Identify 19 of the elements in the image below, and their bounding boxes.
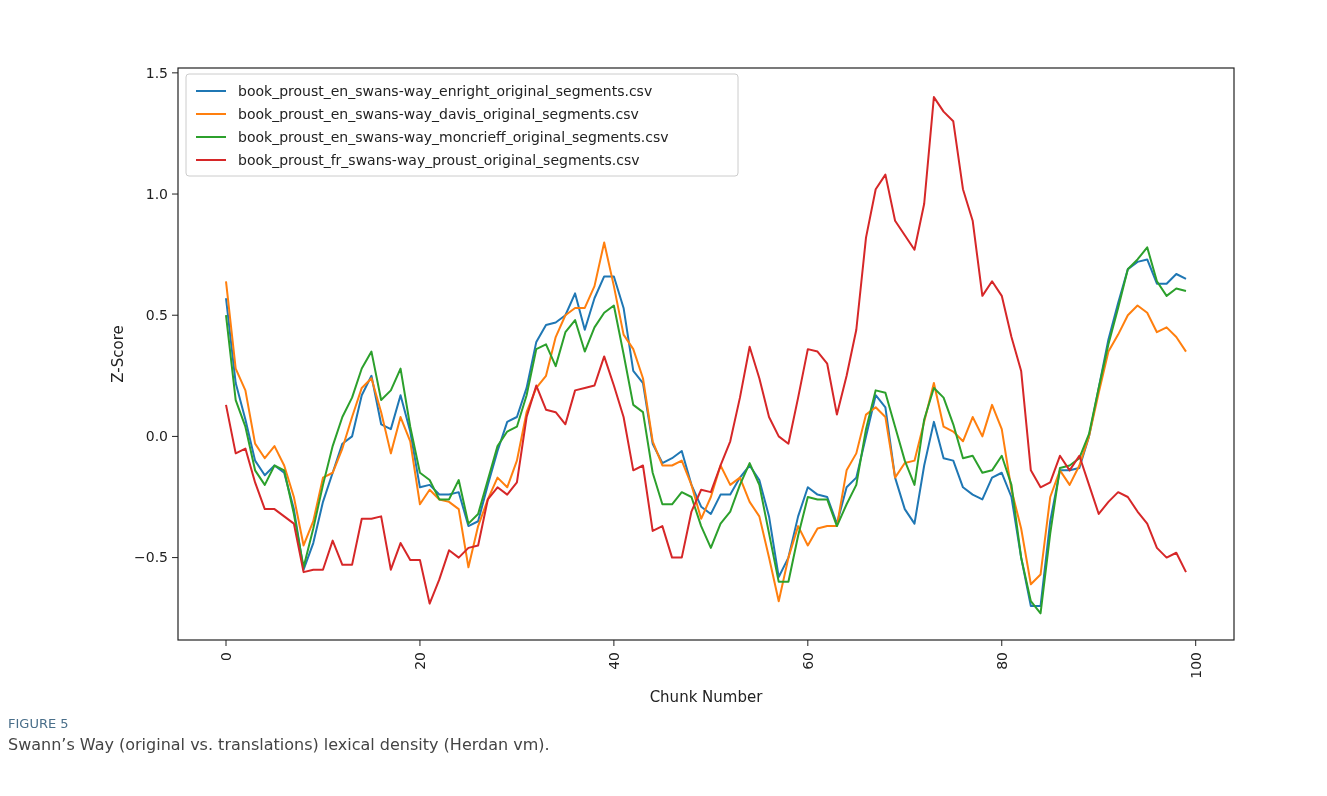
legend-label: book_proust_en_swans-way_moncrieff_original_segments.csv [238, 128, 669, 145]
y-axis-title: Z-Score [109, 325, 127, 383]
x-tick-label: 100 [1187, 652, 1204, 679]
x-axis-title: Chunk Number [649, 688, 764, 706]
x-tick-label: 60 [799, 652, 816, 670]
caption: FIGURE 5 [8, 716, 69, 731]
x-tick-label: 80 [993, 652, 1010, 670]
legend-label: book_proust_en_swans-way_enright_original_segments.csv [238, 82, 653, 99]
y-tick-label: 0.5 [145, 307, 168, 324]
y-tick-label: −0.5 [134, 549, 168, 566]
x-tick-label: 40 [605, 652, 622, 670]
x-tick-label: 0 [218, 652, 234, 661]
y-tick-label: 0.0 [145, 428, 168, 445]
x-tick-label: 20 [411, 652, 428, 670]
y-tick-label: 1.5 [145, 64, 168, 81]
text: Swann’s Way (original vs. translations) lexical density (Herdan vm). [8, 735, 550, 754]
legend-label: book_proust_fr_swans-way_proust_original_segments.csv [238, 151, 640, 168]
y-tick-label: 1.0 [145, 185, 168, 202]
legend-label: book_proust_en_swans-way_davis_original_segments.csv [238, 105, 639, 122]
